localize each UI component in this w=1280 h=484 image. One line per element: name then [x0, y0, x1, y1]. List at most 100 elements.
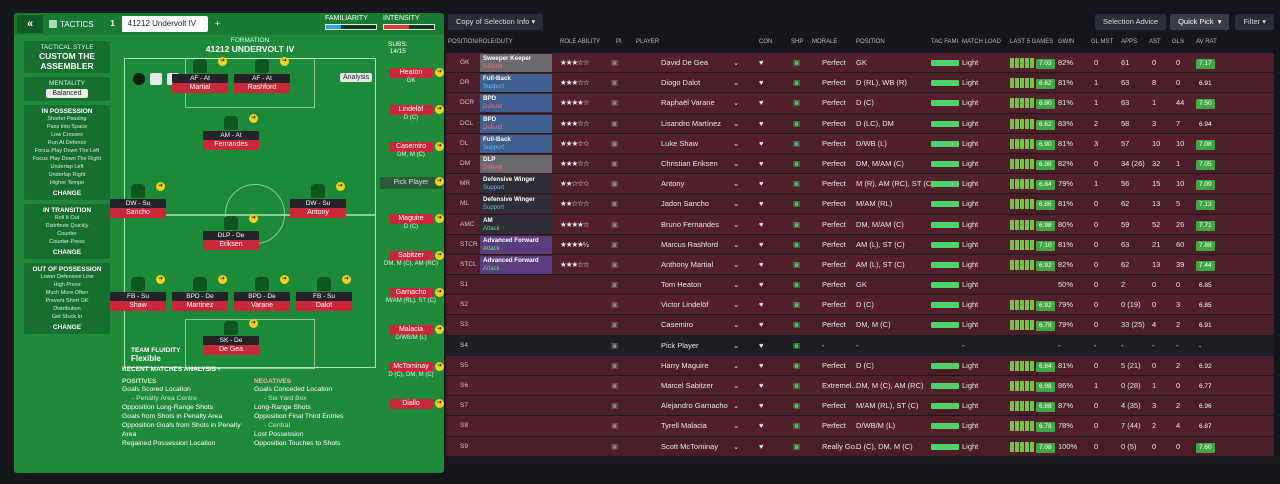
player-dropdown-icon[interactable]: ⌄	[733, 421, 740, 431]
player-instructions-icon[interactable]: ▣	[611, 138, 619, 148]
table-row[interactable]: S3 ▣ Casemiro ⌄ ♥ ▣ Perfect DM, M (C) Light 6.78 7…	[446, 315, 1274, 336]
pitch-player[interactable]: FB - Su Dalot	[296, 277, 352, 311]
column-header[interactable]: GL MST	[1091, 39, 1114, 45]
player-instructions-icon[interactable]: ▣	[611, 360, 619, 370]
player-name[interactable]: Tom Heaton	[661, 280, 702, 290]
player-name[interactable]: Tyrell Malacia	[661, 421, 707, 431]
instruction-arrow-icon[interactable]: ➜	[249, 319, 258, 328]
substitute-slot[interactable]: Sabitzer DM, M (C), AM (RC) ➜	[380, 251, 444, 278]
player-dropdown-icon[interactable]: ⌄	[733, 219, 740, 229]
pitch-player[interactable]: DW - Su Sancho	[110, 184, 166, 218]
player-instructions-icon[interactable]: ▣	[611, 58, 619, 67]
in-possession-change-button[interactable]: CHANGE	[52, 190, 82, 197]
player-name[interactable]: Raphaël Varane	[661, 98, 715, 108]
instruction-arrow-icon[interactable]: ➜	[280, 57, 289, 66]
table-row[interactable]: STCR Advanced Forward Attack ★★★★½ ▣ Marcus R…	[446, 234, 1274, 255]
instruction-arrow-icon[interactable]: ➜	[218, 57, 227, 66]
substitute-slot[interactable]: Casemiro DM, M (C) ➜	[380, 142, 444, 169]
player-name[interactable]: Victor Lindelöf	[661, 300, 709, 310]
in-transition-change-button[interactable]: CHANGE	[52, 249, 82, 256]
column-header[interactable]: POSITION/ROLE/DUTY	[448, 39, 513, 45]
player-instructions-icon[interactable]: ▣	[611, 179, 619, 189]
player-dropdown-icon[interactable]: ⌄	[733, 360, 740, 370]
team-instructions-icon[interactable]	[133, 73, 145, 85]
player-instructions-icon[interactable]: ▣	[611, 158, 619, 168]
instruction-arrow-icon[interactable]: ➜	[156, 182, 165, 191]
player-name[interactable]: Christian Eriksen	[661, 158, 718, 168]
player-name[interactable]: Marcus Rashford	[661, 239, 719, 249]
table-row[interactable]: S8 ▣ Tyrell Malacia ⌄ ♥ ▣ Perfect D/WB/M (L) Lig…	[446, 416, 1274, 437]
back-button[interactable]: «	[17, 15, 43, 33]
column-header[interactable]: POSITION	[856, 39, 885, 45]
player-name[interactable]: Antony	[661, 179, 685, 189]
role-duty-box[interactable]: Advanced Forward Attack	[480, 255, 552, 274]
pitch-player[interactable]: DLP - De Eriksen	[203, 216, 259, 250]
formation-name[interactable]: 41212 UNDERVOLT IV	[205, 44, 295, 54]
column-header[interactable]: TAC FAMI	[931, 39, 959, 45]
player-dropdown-icon[interactable]: ⌄	[733, 381, 740, 390]
role-duty-box[interactable]: AM Attack	[480, 215, 552, 234]
player-dropdown-icon[interactable]: ⌄	[733, 401, 740, 411]
role-duty-box[interactable]: BPD Defend	[480, 94, 552, 113]
column-header[interactable]: LAST 5 GAMES	[1010, 39, 1054, 45]
quick-pick-button[interactable]: Quick Pick ▾	[1170, 14, 1230, 30]
pitch-player[interactable]: DW - Su Antony	[290, 184, 346, 218]
player-dropdown-icon[interactable]: ⌄	[733, 441, 740, 451]
pitch-player[interactable]: BPD - De Martinez	[172, 277, 228, 311]
player-instructions-icon[interactable]: ▣	[611, 199, 619, 209]
table-row[interactable]: DCL BPD Defend ★★★☆☆ ▣ Lisandro Martínez ⌄ ♥ ▣ Pe…	[446, 113, 1274, 134]
table-row[interactable]: DL Full-Back Support ★★★☆☆ ▣ Luke Shaw ⌄ ♥ ▣ Perf…	[446, 133, 1274, 154]
player-instructions-icon[interactable]: ▣	[611, 340, 619, 350]
table-row[interactable]: S9 ▣ Scott McTominay ⌄ ♥ ▣ Really Go... D (C), …	[446, 436, 1274, 457]
table-row[interactable]: DR Full-Back Support ★★★☆☆ ▣ Diogo Dalot ⌄ ♥ ▣ Pe…	[446, 73, 1274, 94]
player-name[interactable]: Alejandro Garnacho	[661, 401, 728, 411]
player-name[interactable]: Harry Maguire	[661, 360, 709, 370]
substitute-slot[interactable]: Heaton GK ➜	[380, 68, 444, 95]
instruction-arrow-icon[interactable]: ➜	[218, 275, 227, 284]
role-duty-box[interactable]: DLP Defend	[480, 154, 552, 173]
player-dropdown-icon[interactable]: ⌄	[733, 118, 740, 128]
column-header[interactable]: AST	[1149, 39, 1161, 45]
tactical-style-box[interactable]: TACTICAL STYLE CUSTOM THE ASSEMBLER	[24, 41, 110, 73]
role-duty-box[interactable]: Advanced Forward Attack	[480, 235, 552, 254]
player-instructions-icon[interactable]: ▣	[611, 320, 619, 330]
table-row[interactable]: S2 ▣ Victor Lindelöf ⌄ ♥ ▣ Perfect D (C) Light 6.…	[446, 295, 1274, 316]
role-duty-box[interactable]: Full-Back Support	[480, 134, 552, 153]
instruction-arrow-icon[interactable]: ➜	[249, 214, 258, 223]
player-dropdown-icon[interactable]: ⌄	[733, 158, 740, 168]
substitute-slot[interactable]: Maguire D (C) ➜	[380, 214, 444, 241]
player-dropdown-icon[interactable]: ⌄	[733, 320, 740, 330]
player-name[interactable]: Luke Shaw	[661, 138, 699, 148]
pick-player-dropdown[interactable]: Pick Player	[380, 177, 442, 189]
substitute-slot[interactable]: Malacia D/WB/M (L) ➜	[380, 325, 444, 352]
tactics-tab[interactable]: TACTICS	[49, 20, 94, 29]
player-dropdown-icon[interactable]: ⌄	[733, 280, 740, 290]
instruction-arrow-icon[interactable]: ➜	[249, 114, 258, 123]
table-row[interactable]: S7 ▣ Alejandro Garnacho ⌄ ♥ ▣ Perfect M/AM (RL)…	[446, 396, 1274, 417]
player-instructions-icon[interactable]: ▣	[611, 381, 619, 390]
player-instructions-icon[interactable]: ▣	[611, 421, 619, 431]
player-name[interactable]: Diogo Dalot	[661, 78, 701, 88]
tactic-selector[interactable]: 1 41212 Undervolt IV	[103, 16, 208, 32]
pitch-player[interactable]: AF - At Rashford	[234, 59, 290, 93]
player-dropdown-icon[interactable]: ⌄	[733, 78, 740, 88]
player-name[interactable]: David De Gea	[661, 58, 709, 67]
substitute-slot[interactable]: Diallo ➜	[380, 399, 444, 426]
player-instructions-icon[interactable]: ▣	[611, 78, 619, 88]
table-row[interactable]: S1 ▣ Tom Heaton ⌄ ♥ ▣ Perfect GK Light 50% 0 2 0 0 6.8…	[446, 275, 1274, 296]
column-header[interactable]: PI	[616, 39, 622, 45]
player-dropdown-icon[interactable]: ⌄	[733, 259, 740, 269]
add-tactic-button[interactable]: +	[209, 16, 226, 32]
pitch-player[interactable]: AM - At Fernandes	[203, 116, 259, 150]
player-instructions-icon[interactable]: ▣	[611, 280, 619, 290]
player-name[interactable]: Marcel Sabitzer	[661, 381, 714, 390]
column-header[interactable]: ROLE ABILITY	[560, 39, 601, 45]
role-duty-box[interactable]: Sweeper Keeper Defend	[480, 54, 552, 72]
player-dropdown-icon[interactable]: ⌄	[733, 340, 740, 350]
column-header[interactable]: GWIN	[1058, 39, 1075, 45]
player-instructions-icon[interactable]: ▣	[611, 441, 619, 451]
table-row[interactable]: MR Defensive Winger Support ★★☆☆☆ ▣ Antony ⌄ ♥ ▣…	[446, 174, 1274, 195]
column-header[interactable]: MATCH LOAD	[962, 39, 1001, 45]
player-dropdown-icon[interactable]: ⌄	[733, 98, 740, 108]
substitute-slot[interactable]: Garnacho M/AM (RL), ST (C) ➜	[380, 288, 444, 315]
